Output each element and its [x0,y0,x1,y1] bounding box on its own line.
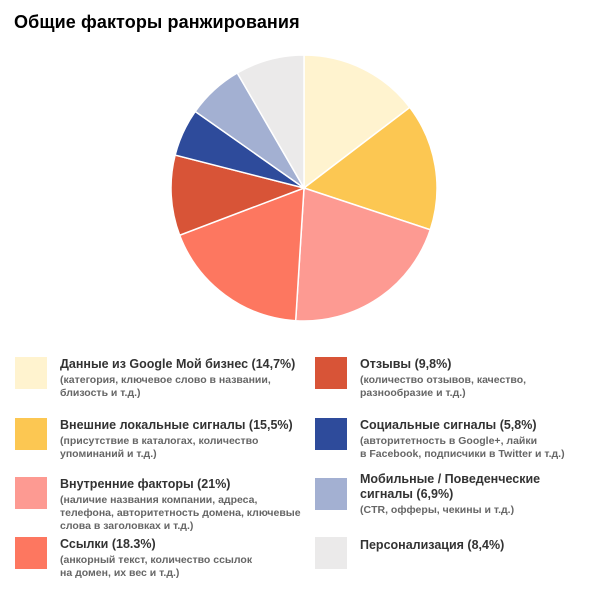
legend-desc: (CTR, офферы, чекины и т.д.) [360,504,515,516]
legend-desc: (наличие названия компании, адреса, теле… [60,494,301,532]
legend-desc: (категория, ключевое слово в названии, б… [60,374,271,399]
legend-swatch [15,418,47,450]
legend-desc: (анкорный текст, количество ссылок на до… [60,554,253,579]
legend-label: Внешние локальные сигналы (15,5%) [60,418,293,432]
legend-item-reviews: Отзывы (9,8%) (количество отзывов, качес… [315,357,526,400]
legend-label: Внутренние факторы (21%) [60,477,231,491]
pie-slice-gmb [303,54,411,190]
legend-item-mobile-behavioral: Мобильные / Поведенческие сигналы (6,9%)… [315,472,540,517]
legend-item-onpage: Внутренние факторы (21%) (наличие назван… [15,477,301,533]
pie-slice-links [178,186,305,322]
pie-slice-external-signals [302,106,438,231]
legend-swatch [315,357,347,389]
legend-desc: (авторитетность в Google+, лайки в Faceb… [360,435,565,460]
legend-desc: (присутствие в каталогах, количество упо… [60,435,259,460]
legend-item-links: Ссылки (18.3%) (анкорный текст, количест… [15,537,252,580]
pie-chart [170,54,438,322]
legend-label: Ссылки (18.3%) [60,537,156,551]
legend-item-gmb: Данные из Google Мой бизнес (14,7%) (кат… [15,357,295,400]
pie-slice-reviews [170,154,307,237]
legend-label: Социальные сигналы (5,8%) [360,418,537,432]
legend-item-external-signals: Внешние локальные сигналы (15,5%) (прису… [15,418,293,461]
legend-swatch [315,537,347,569]
legend-swatch [15,357,47,389]
legend-label: Мобильные / Поведенческие сигналы (6,9%) [360,472,541,501]
legend-label: Персонализация (8,4%) [360,538,505,552]
legend-item-social: Социальные сигналы (5,8%) (авторитетност… [315,418,565,461]
chart-title: Общие факторы ранжирования [14,12,300,32]
legend-swatch [15,537,47,569]
legend-item-personalization: Персонализация (8,4%) [315,537,504,569]
legend-swatch [315,478,347,510]
pie-slice-personalization [236,54,305,191]
legend-desc: (количество отзывов, качество, разнообра… [360,374,527,399]
legend-label: Отзывы (9,8%) [360,357,452,371]
legend-swatch [15,477,47,509]
pie-slice-onpage [294,186,432,322]
legend-label: Данные из Google Мой бизнес (14,7%) [60,357,296,371]
legend-swatch [315,418,347,450]
